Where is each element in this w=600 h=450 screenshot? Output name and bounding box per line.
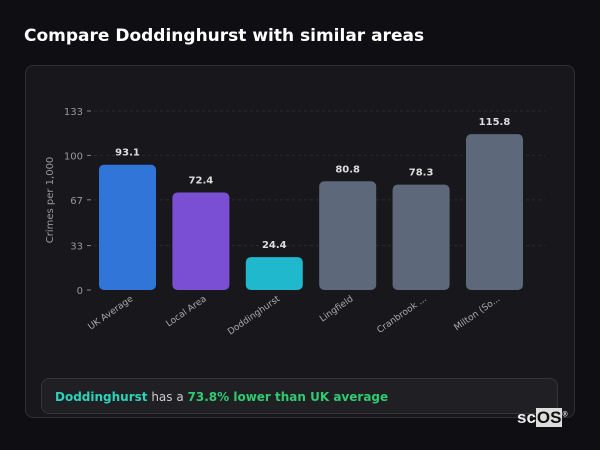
- x-tick-label: Local Area: [164, 294, 208, 329]
- page-title: Compare Doddinghurst with similar areas: [24, 26, 425, 46]
- bar: [245, 257, 303, 290]
- y-tick-label: 100: [64, 151, 83, 162]
- summary-box: Doddinghurst has a 73.8% lower than UK a…: [41, 378, 558, 414]
- bar-value-label: 78.3: [409, 168, 434, 179]
- bar: [466, 134, 523, 290]
- bar: [392, 184, 450, 290]
- summary-place: Doddinghurst: [55, 390, 148, 404]
- y-tick-label: 133: [64, 107, 83, 118]
- y-tick-label: 0: [77, 286, 83, 297]
- bar-value-label: 115.8: [479, 117, 511, 128]
- x-tick-label: Cranbrook ...: [375, 294, 428, 336]
- bar-value-label: 80.8: [335, 164, 360, 175]
- x-tick-label: Doddinghurst: [226, 294, 282, 338]
- bar: [172, 192, 230, 290]
- bar: [99, 164, 156, 290]
- x-tick-label: UK Average: [87, 294, 136, 332]
- y-tick-label: 67: [70, 196, 83, 207]
- summary-highlight: 73.8% lower than UK average: [187, 390, 389, 404]
- bar-value-label: 93.1: [115, 148, 140, 159]
- scos-logo: scOS®: [517, 408, 568, 427]
- x-tick-label: Milton (So...: [453, 294, 503, 333]
- bar: [319, 181, 377, 290]
- summary-text: has a: [147, 390, 188, 404]
- bar-value-label: 24.4: [262, 240, 287, 251]
- y-axis-label: Crimes per 1,000: [45, 157, 56, 244]
- y-tick-label: 33: [70, 242, 83, 253]
- bar-value-label: 72.4: [189, 176, 214, 187]
- x-tick-label: Lingfield: [318, 294, 355, 324]
